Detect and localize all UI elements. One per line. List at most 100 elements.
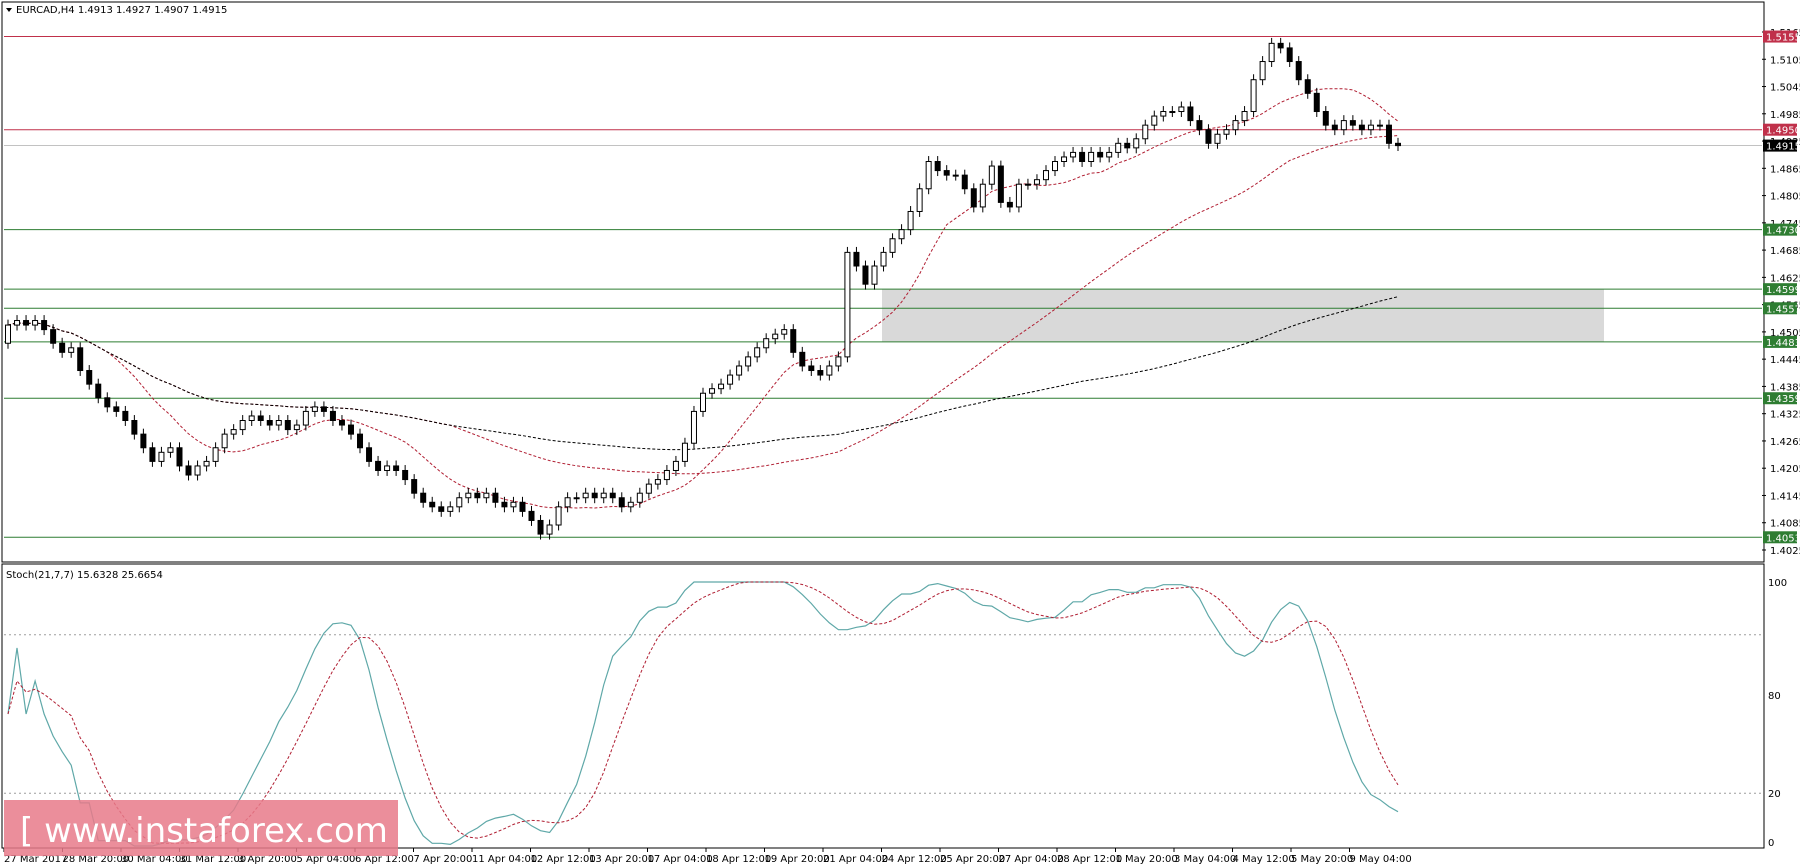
- candle-body: [1052, 161, 1059, 172]
- candle-body: [1349, 120, 1356, 126]
- level-tag: [1763, 392, 1797, 405]
- candle-body: [573, 497, 580, 500]
- candle-body: [510, 501, 517, 508]
- stoch-level-20: 20: [1768, 789, 1781, 800]
- candle-body: [221, 433, 228, 449]
- level-tag-label: 1.4053: [1766, 533, 1800, 544]
- stoch-level-80: 80: [1768, 691, 1781, 702]
- candle-body: [1196, 120, 1203, 131]
- candle-body: [456, 497, 463, 508]
- ma-medium: [7, 135, 1399, 475]
- candle-body: [393, 465, 400, 471]
- x-tick-label: 25 Apr 20:00: [940, 854, 1005, 865]
- candle-body: [402, 469, 409, 481]
- candle-body: [257, 415, 264, 422]
- candle-body: [86, 370, 93, 385]
- candle-body: [1376, 124, 1383, 127]
- x-tick-label: 19 Apr 20:00: [765, 854, 830, 865]
- level-tag-label: 1.4483: [1766, 338, 1800, 349]
- y-tick-label: 1.4625: [1770, 273, 1800, 284]
- y-tick-label: 1.4445: [1770, 355, 1800, 366]
- candle-body: [1331, 124, 1338, 131]
- symbol-header[interactable]: EURCAD,H4 1.4913 1.4927 1.4907 1.4915: [6, 5, 227, 16]
- candle-body: [293, 424, 300, 431]
- candle-body: [808, 365, 815, 372]
- candle-body: [718, 383, 725, 390]
- y-tick-label: 1.4025: [1770, 546, 1800, 557]
- candle-body: [1340, 120, 1347, 131]
- level-tag-label: 1.4950: [1766, 126, 1800, 137]
- candle-body: [952, 174, 959, 177]
- candle-body: [194, 465, 201, 476]
- candle-body: [239, 420, 246, 431]
- candle-body: [681, 442, 688, 462]
- zone-rect: [882, 289, 1604, 342]
- candle-body: [663, 469, 670, 481]
- candle-body: [1295, 61, 1302, 81]
- indicator-label: Stoch(21,7,7) 15.6328 25.6654: [6, 570, 163, 581]
- candle-body: [1088, 151, 1095, 162]
- candle-body: [275, 420, 282, 426]
- candle-body: [176, 447, 183, 467]
- candle-body: [1115, 142, 1122, 153]
- candle-body: [266, 420, 273, 426]
- candle-body: [1169, 111, 1176, 114]
- candle-body: [122, 410, 129, 422]
- dropdown-triangle-icon[interactable]: [6, 8, 12, 12]
- candle-body: [889, 238, 896, 253]
- candle-body: [1097, 151, 1104, 158]
- candle-body: [5, 324, 11, 344]
- x-tick-label: 4 May 12:00: [1233, 854, 1295, 865]
- candle-body: [32, 320, 39, 326]
- candle-body: [1187, 106, 1194, 122]
- candle-body: [709, 388, 716, 394]
- candle-body: [447, 506, 454, 512]
- candle-body: [411, 479, 418, 494]
- candle-body: [582, 492, 589, 499]
- stoch-main-line: [7, 581, 1399, 847]
- level-tag-label: 1.4915: [1766, 142, 1800, 153]
- candle-body: [1178, 106, 1185, 113]
- candle-body: [609, 492, 616, 499]
- indicator-panel-frame: [1, 563, 1765, 849]
- x-tick-label: 3 May 04:00: [1174, 854, 1236, 865]
- candle-body: [1061, 156, 1068, 163]
- x-tick-label: 13 Apr 20:00: [589, 854, 654, 865]
- candle-body: [375, 460, 382, 471]
- candle-body: [925, 161, 932, 190]
- candle-body: [167, 447, 174, 453]
- x-tick-label: 11 Apr 04:00: [472, 854, 537, 865]
- horizontal-levels: [4, 36, 1762, 538]
- symbol-line: EURCAD,H4 1.4913 1.4927 1.4907 1.4915: [16, 5, 227, 16]
- candle-body: [907, 210, 914, 231]
- y-tick-label: 1.5105: [1770, 55, 1800, 66]
- y-tick-label: 1.4865: [1770, 164, 1800, 175]
- x-tick-label: 21 Apr 04:00: [823, 854, 888, 865]
- y-tick-label: 1.4145: [1770, 491, 1800, 502]
- candle-body: [1259, 61, 1266, 81]
- x-tick-label: 27 Apr 04:00: [999, 854, 1064, 865]
- candle-body: [338, 420, 345, 426]
- candle-body: [501, 501, 508, 508]
- x-tick-label: 24 Apr 12:00: [882, 854, 947, 865]
- candle-body: [1079, 151, 1086, 162]
- candle-body: [727, 374, 734, 385]
- candle-body: [627, 501, 634, 508]
- x-tick-label: 27 Mar 2017: [4, 854, 67, 865]
- x-tick-label: 5 May 20:00: [1291, 854, 1353, 865]
- candle-body: [1268, 42, 1275, 63]
- level-tags: 1.5155 1.4950 1.4915 1.4730 1.4599 1.4557 1.44…: [1763, 30, 1800, 544]
- candle-body: [1133, 138, 1140, 149]
- candle-body: [492, 492, 499, 503]
- candle-body: [1205, 129, 1212, 144]
- x-tick-label: 12 Apr 12:00: [531, 854, 596, 865]
- candle-body: [961, 174, 968, 190]
- candles: [5, 37, 1401, 540]
- candle-body: [591, 492, 598, 499]
- candle-body: [465, 492, 472, 499]
- candle-body: [230, 429, 237, 435]
- candle-body: [1006, 201, 1013, 208]
- candle-body: [817, 370, 824, 376]
